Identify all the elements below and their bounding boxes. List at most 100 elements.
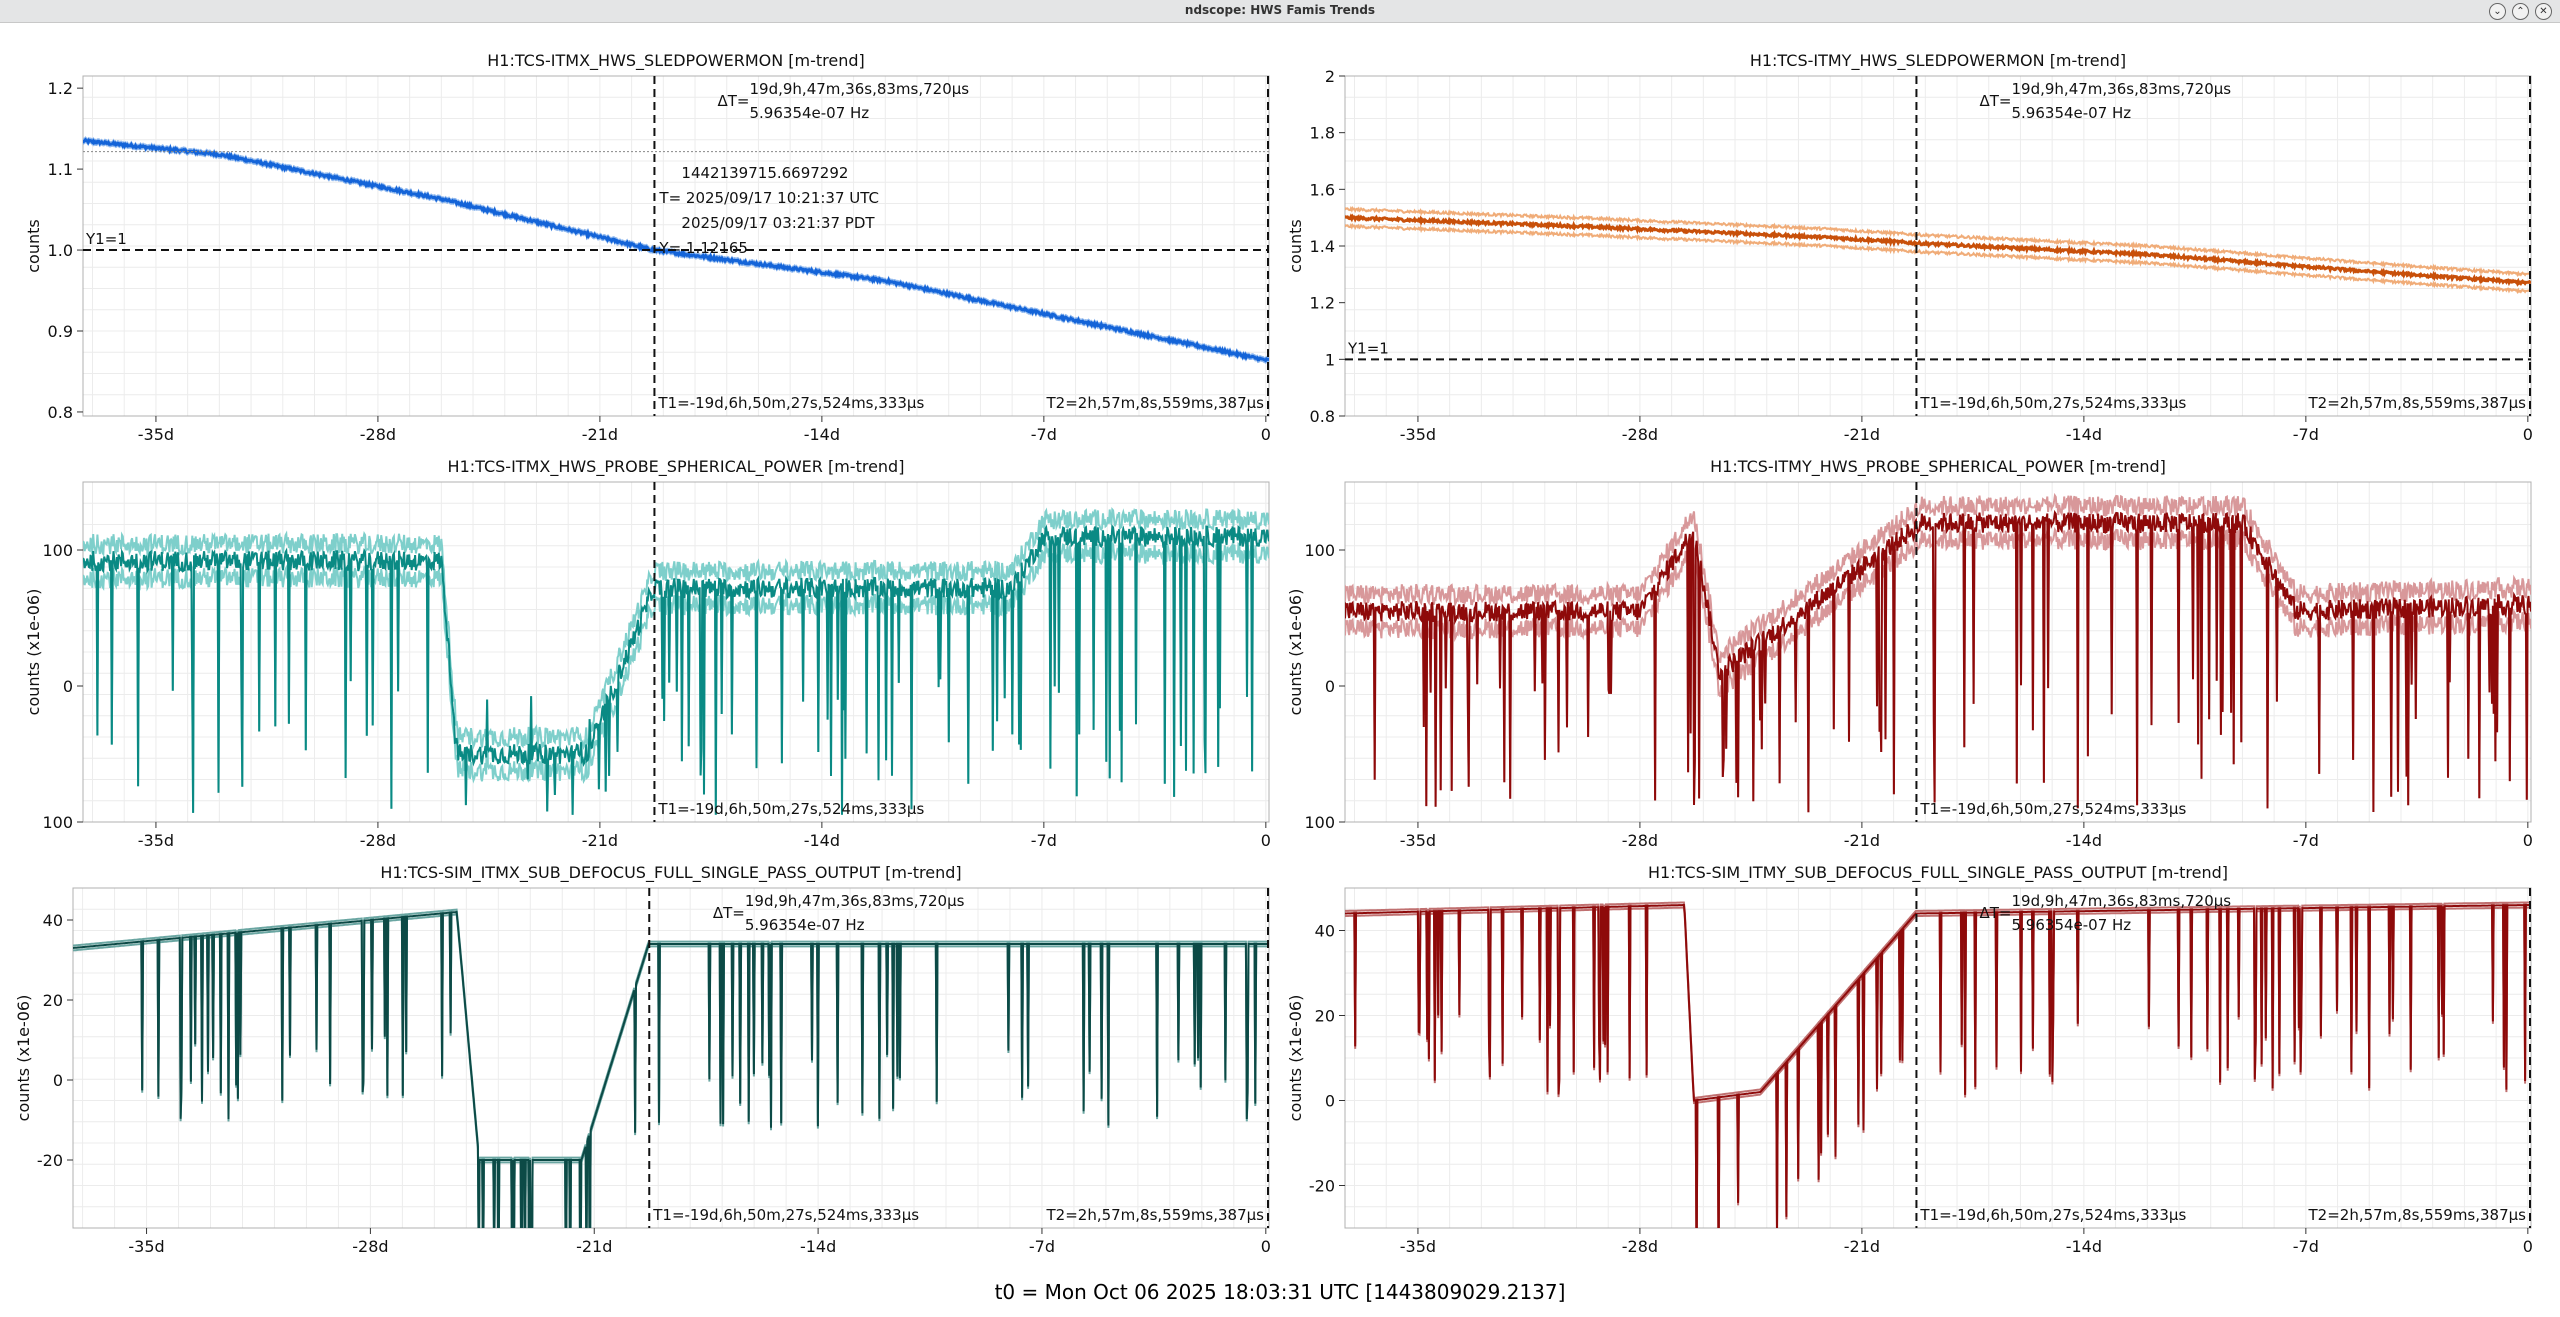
x-tick-label: 0: [2523, 425, 2533, 444]
x-tick-label: -35d: [138, 425, 174, 444]
close-button[interactable]: ✕: [2535, 3, 2552, 20]
delta-t-prefix: ΔT=: [1980, 904, 2012, 922]
series-mean: [1345, 904, 2531, 1228]
panel-6[interactable]: H1:TCS-SIM_ITMY_SUB_DEFOCUS_FULL_SINGLE_…: [1286, 863, 2533, 1285]
panel-5[interactable]: H1:TCS-SIM_ITMX_SUB_DEFOCUS_FULL_SINGLE_…: [14, 863, 1271, 1304]
x-tick-label: -14d: [804, 831, 840, 850]
series-mean: [1345, 509, 2531, 813]
cursor-readout: Y= 1.12165: [658, 239, 748, 257]
panel-4[interactable]: H1:TCS-ITMY_HWS_PROBE_SPHERICAL_POWER [m…: [1286, 457, 2533, 850]
series-mean: [1345, 213, 2531, 287]
y-tick-label: 1.2: [48, 79, 73, 98]
y-tick-label: 1: [1325, 350, 1335, 369]
series-group: [1345, 205, 2531, 295]
y-tick-label: -20: [1309, 1177, 1335, 1196]
series-max: [1345, 205, 2531, 278]
cursor-readout: 2025/09/17 03:21:37 PDT: [681, 214, 875, 232]
series-max: [73, 908, 1269, 1228]
plot-title: H1:TCS-ITMX_HWS_SLEDPOWERMON [m-trend]: [487, 51, 865, 71]
series-mean: [83, 524, 1269, 815]
x-tick-label: -14d: [800, 1237, 836, 1256]
x-tick-label: -21d: [1844, 1237, 1880, 1256]
window-title: ndscope: HWS Famis Trends: [1184, 3, 1376, 17]
plot-title: H1:TCS-SIM_ITMX_SUB_DEFOCUS_FULL_SINGLE_…: [380, 863, 961, 883]
x-tick-label: -28d: [360, 425, 396, 444]
x-tick-label: -7d: [1031, 425, 1057, 444]
delta-t-value: 19d,9h,47m,36s,83ms,720µs: [745, 892, 965, 910]
y-tick-label: 1.4: [1310, 237, 1335, 256]
series-group: [73, 908, 1269, 1228]
y-tick-label: 100: [42, 813, 73, 832]
x-tick-label: -28d: [360, 831, 396, 850]
y-axis-label: counts (x1e-06): [1286, 589, 1305, 716]
plot-frame: [1344, 481, 2532, 823]
t1-cursor-label: T1=-19d,6h,50m,27s,524ms,333µs: [657, 800, 924, 818]
x-tick-label: -21d: [1844, 425, 1880, 444]
series-mean: [83, 137, 1269, 363]
plot-title: H1:TCS-SIM_ITMY_SUB_DEFOCUS_FULL_SINGLE_…: [1648, 863, 2228, 883]
t1-cursor-label: T1=-19d,6h,50m,27s,524ms,333µs: [1919, 800, 2186, 818]
delta-t-frequency: 5.96354e-07 Hz: [745, 916, 865, 934]
delta-t-prefix: ΔT=: [718, 92, 750, 110]
minimize-button[interactable]: ⌄: [2489, 3, 2506, 20]
delta-t-value: 19d,9h,47m,36s,83ms,720µs: [2012, 892, 2232, 910]
y-tick-label: 1.8: [1310, 124, 1335, 143]
x-tick-label: -35d: [128, 1237, 164, 1256]
t1-cursor-label: T1=-19d,6h,50m,27s,524ms,333µs: [1919, 394, 2186, 412]
y1-cursor-label: Y1=1: [85, 230, 127, 248]
y-tick-label: 1.0: [48, 241, 73, 260]
t2-cursor-label: T2=2h,57m,8s,559ms,387µs: [2308, 1206, 2527, 1224]
y-axis-label: counts (x1e-06): [1286, 995, 1305, 1122]
y-tick-label: -20: [37, 1151, 63, 1170]
series-max: [1345, 901, 2531, 1228]
y-tick-label: 1.1: [48, 160, 73, 179]
window-titlebar[interactable]: ndscope: HWS Famis Trends ⌄ ⌃ ✕: [0, 0, 2560, 23]
x-tick-label: -35d: [138, 831, 174, 850]
x-tick-label: 0: [1261, 425, 1271, 444]
t2-cursor-label: T2=2h,57m,8s,559ms,387µs: [1046, 394, 1265, 412]
y-tick-label: 0.8: [48, 403, 73, 422]
x-tick-label: -21d: [1844, 831, 1880, 850]
cursor-readout: 1442139715.6697292: [681, 164, 848, 182]
x-tick-label: -35d: [1400, 425, 1436, 444]
t1-cursor-label: T1=-19d,6h,50m,27s,524ms,333µs: [657, 394, 924, 412]
y-tick-label: 0.9: [48, 322, 73, 341]
x-tick-label: -7d: [2293, 831, 2319, 850]
series-group: [83, 136, 1269, 364]
delta-t-frequency: 5.96354e-07 Hz: [2012, 104, 2132, 122]
x-tick-label: -7d: [1031, 831, 1057, 850]
x-tick-label: -14d: [2066, 831, 2102, 850]
x-tick-label: -14d: [804, 425, 840, 444]
delta-t-prefix: ΔT=: [1980, 92, 2012, 110]
x-tick-label: -14d: [2066, 425, 2102, 444]
series-mean: [73, 910, 1269, 1228]
x-tick-label: -21d: [576, 1237, 612, 1256]
y-tick-label: 100: [1304, 541, 1335, 560]
series-max: [83, 507, 1269, 750]
delta-t-prefix: ΔT=: [713, 904, 745, 922]
series-group: [1345, 901, 2531, 1228]
series-min: [73, 913, 1269, 1228]
panel-3[interactable]: H1:TCS-ITMX_HWS_PROBE_SPHERICAL_POWER [m…: [24, 457, 1271, 850]
y-axis-label: counts: [24, 219, 43, 272]
y-tick-label: 2: [1325, 67, 1335, 86]
maximize-button[interactable]: ⌃: [2512, 3, 2529, 20]
y-tick-label: 1.2: [1310, 294, 1335, 313]
x-tick-label: -7d: [2293, 1237, 2319, 1256]
plot-title: H1:TCS-ITMY_HWS_PROBE_SPHERICAL_POWER [m…: [1710, 457, 2166, 477]
y-tick-label: 100: [42, 541, 73, 560]
y-tick-label: 100: [1304, 813, 1335, 832]
panel-1[interactable]: H1:TCS-ITMX_HWS_SLEDPOWERMON [m-trend] -3…: [24, 51, 1271, 444]
x-tick-label: 0: [2523, 1237, 2533, 1256]
series-max: [1345, 492, 2531, 664]
y-tick-label: 20: [43, 991, 63, 1010]
x-tick-label: -28d: [352, 1237, 388, 1256]
cursor-readout: T= 2025/09/17 10:21:37 UTC: [658, 189, 879, 207]
x-tick-label: -7d: [1029, 1237, 1055, 1256]
y-tick-label: 0.8: [1310, 407, 1335, 426]
x-tick-label: -14d: [2066, 1237, 2102, 1256]
t1-cursor-label: T1=-19d,6h,50m,27s,524ms,333µs: [652, 1206, 919, 1224]
delta-t-frequency: 5.96354e-07 Hz: [2012, 916, 2132, 934]
plot-grid[interactable]: H1:TCS-ITMX_HWS_SLEDPOWERMON [m-trend] -3…: [0, 24, 2560, 1304]
panel-2[interactable]: H1:TCS-ITMY_HWS_SLEDPOWERMON [m-trend] -3…: [1286, 51, 2533, 444]
